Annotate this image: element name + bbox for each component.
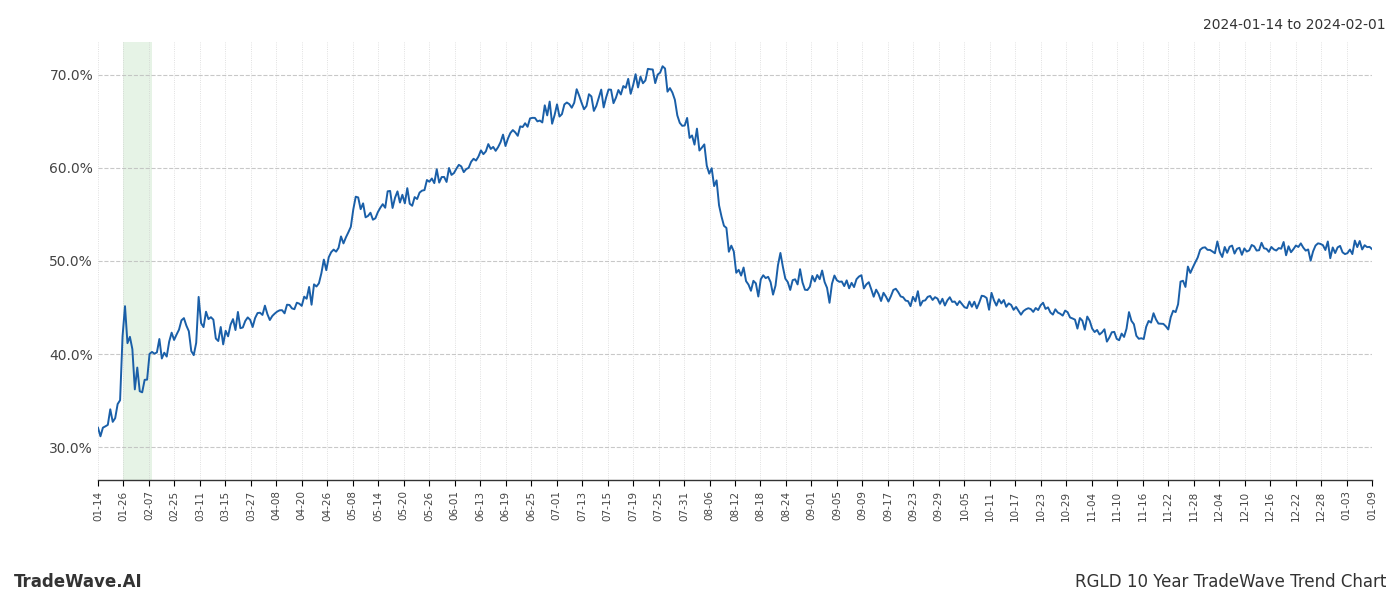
Bar bbox=[123, 42, 153, 480]
Text: RGLD 10 Year TradeWave Trend Chart: RGLD 10 Year TradeWave Trend Chart bbox=[1075, 573, 1386, 591]
Text: 2024-01-14 to 2024-02-01: 2024-01-14 to 2024-02-01 bbox=[1204, 18, 1386, 32]
Text: TradeWave.AI: TradeWave.AI bbox=[14, 573, 143, 591]
